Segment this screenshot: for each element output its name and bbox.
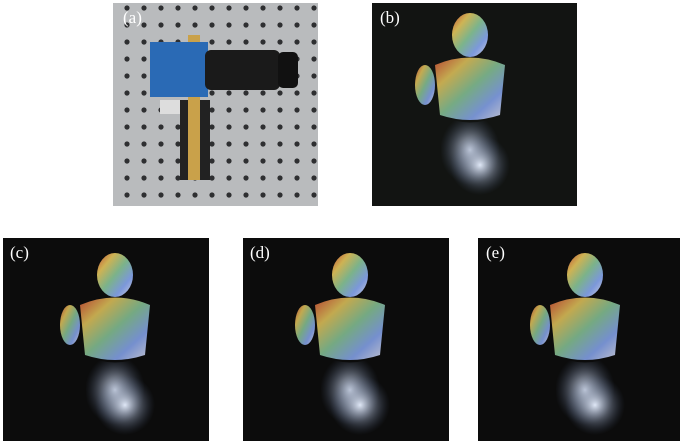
panel-label: (e)	[486, 243, 505, 262]
panel-a: (a)	[113, 3, 318, 206]
panel-b: (b)	[372, 3, 577, 206]
panel-label: (a)	[123, 8, 142, 27]
panel-e: (e)	[478, 238, 680, 441]
panel-label: (c)	[10, 243, 29, 262]
figure: (a) (b) (c) (d) (e)	[0, 0, 681, 444]
panel-c: (c)	[3, 238, 209, 441]
panel-d: (d)	[243, 238, 449, 441]
panel-label: (d)	[250, 243, 270, 262]
panel-label: (b)	[380, 8, 400, 27]
